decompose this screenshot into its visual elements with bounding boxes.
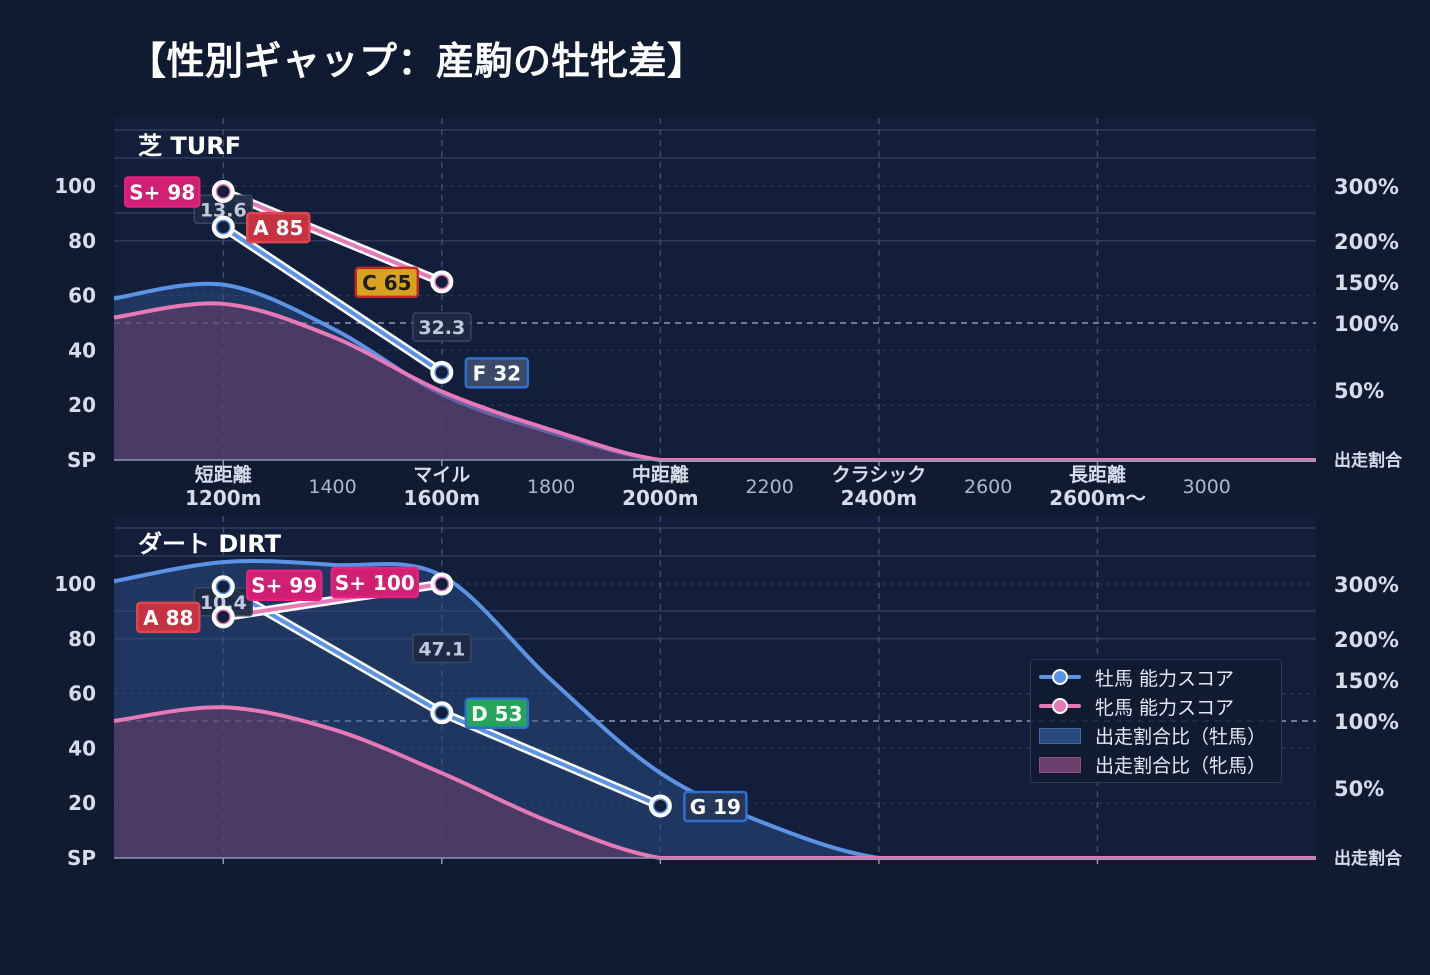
x-category-sub-label: 2000m (622, 486, 699, 510)
x-category-sub-label: 1200m (185, 486, 262, 510)
grade-label-box (124, 176, 201, 208)
legend-label-female-score: 牝馬 能力スコア (1095, 696, 1235, 719)
grade-label: F 32 (473, 361, 521, 385)
y-tick-label: 80 (68, 627, 96, 651)
female-ratio-area (114, 303, 1316, 460)
female-score-marker-core (435, 578, 448, 590)
x-minor-tick-label: 1800 (527, 476, 575, 498)
grade-label-box (354, 266, 420, 299)
grade-label-box (464, 357, 530, 389)
male-score-marker-core (217, 221, 230, 234)
y2-tick-label: 50% (1334, 379, 1384, 403)
y2-tick-label: 100% (1334, 312, 1399, 336)
y-tick-label: SP (67, 846, 96, 870)
y2-tick-label: 200% (1334, 230, 1399, 254)
grade-label: C 65 (362, 271, 411, 295)
panel-title: 芝 TURF (138, 132, 241, 160)
y2-tick-label: 150% (1334, 669, 1399, 693)
x-minor-tick-label: 3000 (1183, 476, 1231, 498)
gap-label: 32.3 (418, 317, 465, 339)
female-score-marker-core (217, 185, 230, 198)
grade-label: S+ 98 (129, 180, 195, 204)
gap-label: 13.6 (200, 199, 247, 221)
female-line-swatch (1039, 694, 1081, 718)
y2-tick-label: 150% (1334, 271, 1399, 295)
y2-tick-label: 100% (1334, 710, 1399, 734)
gap-label-box (412, 633, 472, 664)
male-score-marker-core (654, 799, 667, 812)
x-category-label: マイル (413, 464, 470, 486)
female-score-marker-core (435, 275, 448, 288)
x-minor-tick-label: 2600 (964, 476, 1012, 498)
grade-label: A 88 (143, 606, 193, 630)
y2-tick-label: 200% (1334, 628, 1399, 652)
y2-tick-label: 300% (1334, 573, 1399, 597)
chart-legend: 牡馬 能力スコア 牝馬 能力スコア 出走割合比（牡馬） 出走割合比（牝馬） (1030, 659, 1282, 783)
x-category-label: 中距離 (632, 463, 689, 486)
y-tick-label: 40 (68, 338, 96, 362)
legend-item-male-score: 牡馬 能力スコア (1039, 665, 1235, 690)
gap-label: 10.4 (200, 592, 247, 614)
x-category-sub-label: 2600m〜 (1049, 486, 1146, 510)
y2-tick-label: 出走割合 (1334, 450, 1403, 471)
gap-label-box (412, 312, 472, 342)
x-minor-tick-label: 2200 (745, 476, 793, 498)
gap-label: 47.1 (418, 638, 465, 660)
male-area-swatch (1039, 728, 1081, 744)
grade-label: S+ 99 (251, 574, 317, 598)
y2-tick-label: 50% (1334, 777, 1384, 801)
x-minor-tick-label: 1400 (308, 476, 356, 498)
y-tick-label: 60 (68, 682, 96, 706)
y-tick-label: 80 (68, 229, 96, 253)
x-category-sub-label: 1600m (404, 486, 481, 510)
x-category-sub-label: 2400m (841, 486, 918, 510)
legend-label-male-score: 牡馬 能力スコア (1095, 667, 1235, 690)
female-score-marker-core (217, 610, 230, 623)
y-tick-label: 20 (68, 791, 96, 815)
female-area-swatch (1039, 757, 1081, 773)
legend-item-female-ratio: 出走割合比（牝馬） (1039, 752, 1267, 777)
y-tick-label: 100 (54, 572, 96, 596)
male-score-marker-core (217, 580, 230, 593)
grade-label: S+ 100 (335, 571, 415, 595)
y-tick-label: 20 (68, 393, 96, 417)
grade-label-box (246, 569, 323, 601)
panel-title: ダート DIRT (138, 530, 282, 558)
x-category-label: 長距離 (1069, 463, 1126, 486)
grade-label-box (136, 601, 201, 634)
x-category-label: クラシック (832, 464, 927, 486)
y-tick-label: SP (67, 448, 96, 472)
grade-label-box (683, 790, 748, 823)
male-line-swatch (1039, 665, 1081, 689)
y2-tick-label: 300% (1334, 175, 1399, 199)
x-category-label: 短距離 (195, 463, 252, 486)
grade-label: D 53 (471, 702, 522, 726)
male-score-marker-core (435, 366, 448, 379)
female-ratio-area (114, 707, 1316, 858)
y-tick-label: 40 (68, 736, 96, 760)
legend-label-female-ratio: 出走割合比（牝馬） (1095, 754, 1267, 777)
grade-label: A 85 (253, 216, 303, 240)
legend-item-female-score: 牝馬 能力スコア (1039, 694, 1235, 719)
male-score-line (221, 225, 444, 375)
grade-label: G 19 (690, 795, 741, 819)
page-title: 【性別ギャップ：産駒の牡牝差】 (128, 39, 706, 83)
y-tick-label: 100 (54, 174, 96, 198)
grade-label-box (330, 566, 420, 599)
y-tick-label: 60 (68, 284, 96, 308)
grade-label-box (464, 697, 530, 730)
male-score-marker-core (435, 706, 448, 719)
grade-label-box (246, 211, 311, 244)
legend-label-male-ratio: 出走割合比（牡馬） (1095, 725, 1267, 748)
y2-tick-label: 出走割合 (1334, 848, 1403, 869)
legend-item-male-ratio: 出走割合比（牡馬） (1039, 723, 1267, 748)
